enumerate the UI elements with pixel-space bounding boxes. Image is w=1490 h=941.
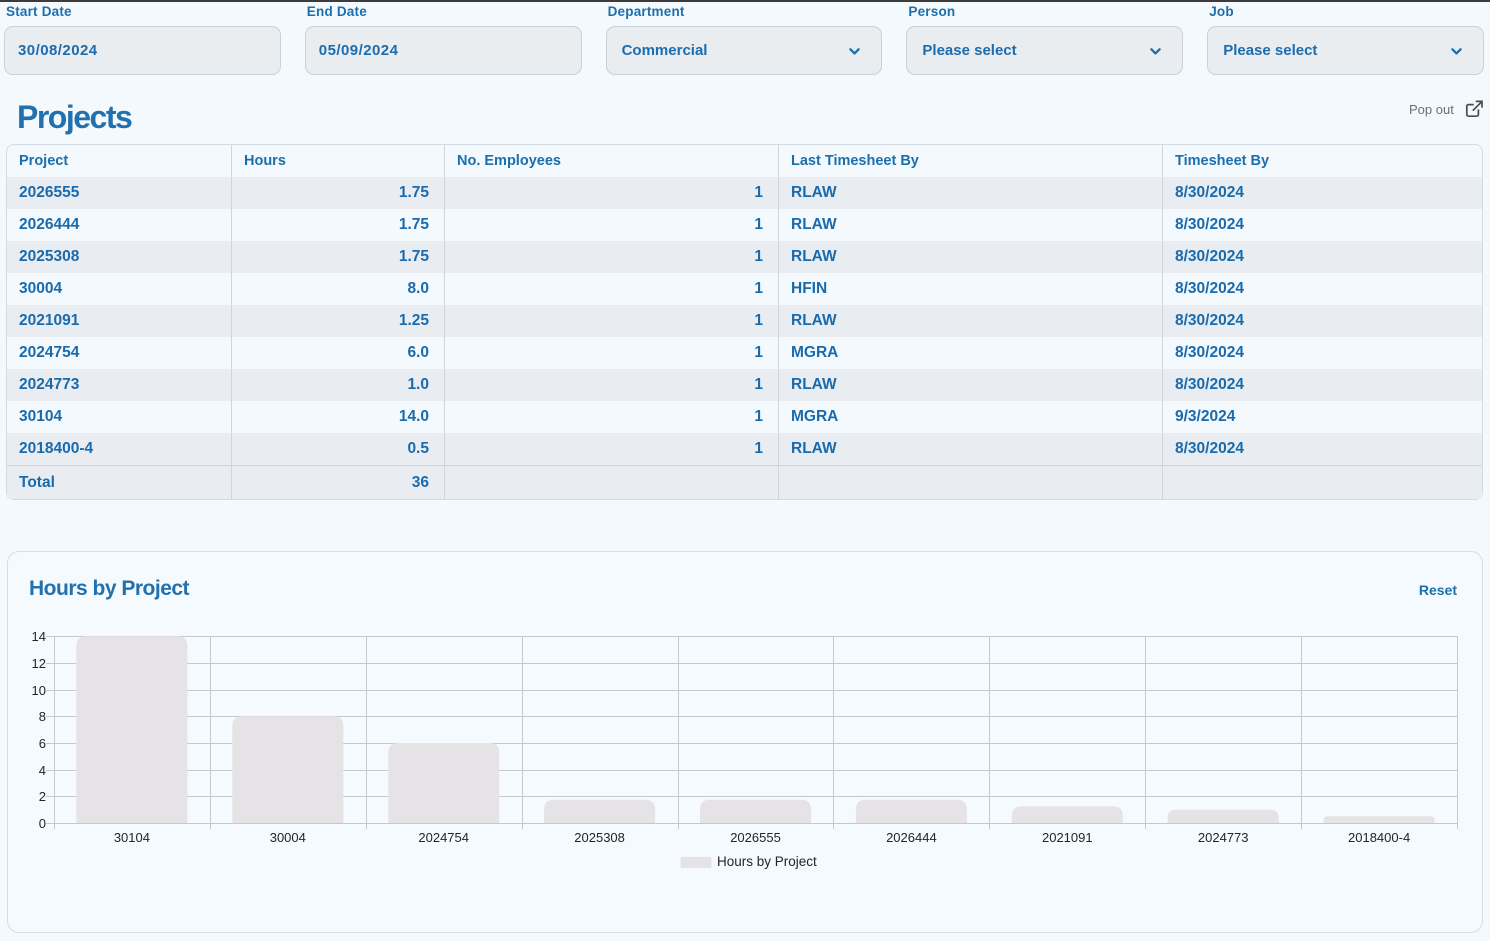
svg-text:2026444: 2026444 [886, 830, 937, 845]
svg-text:30004: 30004 [270, 830, 306, 845]
svg-text:8: 8 [39, 709, 46, 724]
svg-text:2026555: 2026555 [730, 830, 781, 845]
svg-text:2018400-4: 2018400-4 [1348, 830, 1410, 845]
svg-text:6: 6 [39, 736, 46, 751]
svg-text:12: 12 [32, 656, 46, 671]
svg-text:2024773: 2024773 [1198, 830, 1249, 845]
svg-text:2024754: 2024754 [418, 830, 469, 845]
svg-text:2025308: 2025308 [574, 830, 625, 845]
svg-text:10: 10 [32, 683, 46, 698]
svg-text:2021091: 2021091 [1042, 830, 1093, 845]
svg-text:4: 4 [39, 763, 46, 778]
svg-text:Hours by Project: Hours by Project [717, 854, 817, 869]
svg-text:14: 14 [32, 629, 46, 644]
svg-text:2: 2 [39, 789, 46, 804]
svg-text:30104: 30104 [114, 830, 150, 845]
svg-text:0: 0 [39, 816, 46, 831]
